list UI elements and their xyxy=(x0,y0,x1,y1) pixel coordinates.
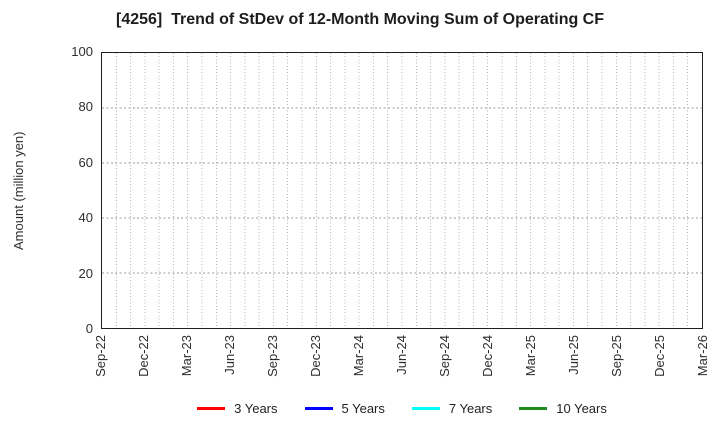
x-tick-label: Mar-25 xyxy=(523,335,538,377)
x-tick-label: Dec-24 xyxy=(480,335,495,377)
y-tick-label: 40 xyxy=(78,210,93,226)
y-tick-label: 60 xyxy=(78,154,93,170)
x-tick-label: Jun-23 xyxy=(222,335,237,375)
x-tick-label: Dec-25 xyxy=(652,335,667,377)
y-tick-label: 20 xyxy=(78,265,93,281)
y-tick-label: 100 xyxy=(71,44,93,59)
legend-label: 10 Years xyxy=(556,401,607,416)
x-tick-label: Jun-25 xyxy=(566,335,581,375)
legend-line-swatch xyxy=(197,407,226,410)
x-tick-label: Sep-25 xyxy=(609,335,624,377)
x-tick-label: Dec-23 xyxy=(308,335,323,377)
x-tick-label: Sep-23 xyxy=(265,335,280,377)
legend-line-swatch xyxy=(304,407,333,410)
legend-item: 5 Years xyxy=(304,401,385,416)
x-tick-label: Sep-22 xyxy=(93,335,108,377)
y-tick-label: 0 xyxy=(85,321,93,336)
x-tick-label: Sep-24 xyxy=(437,335,452,377)
legend-line-swatch xyxy=(519,407,548,410)
legend-line-swatch xyxy=(411,407,440,410)
x-tick-label: Dec-22 xyxy=(136,335,151,377)
legend-label: 3 Years xyxy=(234,401,278,416)
legend-item: 3 Years xyxy=(197,401,278,416)
x-tick-label: Mar-23 xyxy=(179,335,194,377)
y-axis-title: Amount (million yen) xyxy=(11,131,26,250)
legend-item: 10 Years xyxy=(519,401,607,416)
x-tick-label: Jun-24 xyxy=(394,335,409,375)
legend: 3 Years 5 Years 7 Years 10 Years xyxy=(101,401,703,416)
legend-label: 5 Years xyxy=(341,401,385,416)
plot-area xyxy=(101,52,703,329)
chart-title: [4256] Trend of StDev of 12-Month Moving… xyxy=(115,11,605,28)
x-tick-label: Mar-26 xyxy=(695,335,710,377)
y-tick-label: 80 xyxy=(78,99,93,115)
x-tick-label: Mar-24 xyxy=(351,335,366,377)
grid-lines xyxy=(102,53,702,328)
legend-item: 7 Years xyxy=(411,401,493,416)
legend-label: 7 Years xyxy=(448,401,493,416)
